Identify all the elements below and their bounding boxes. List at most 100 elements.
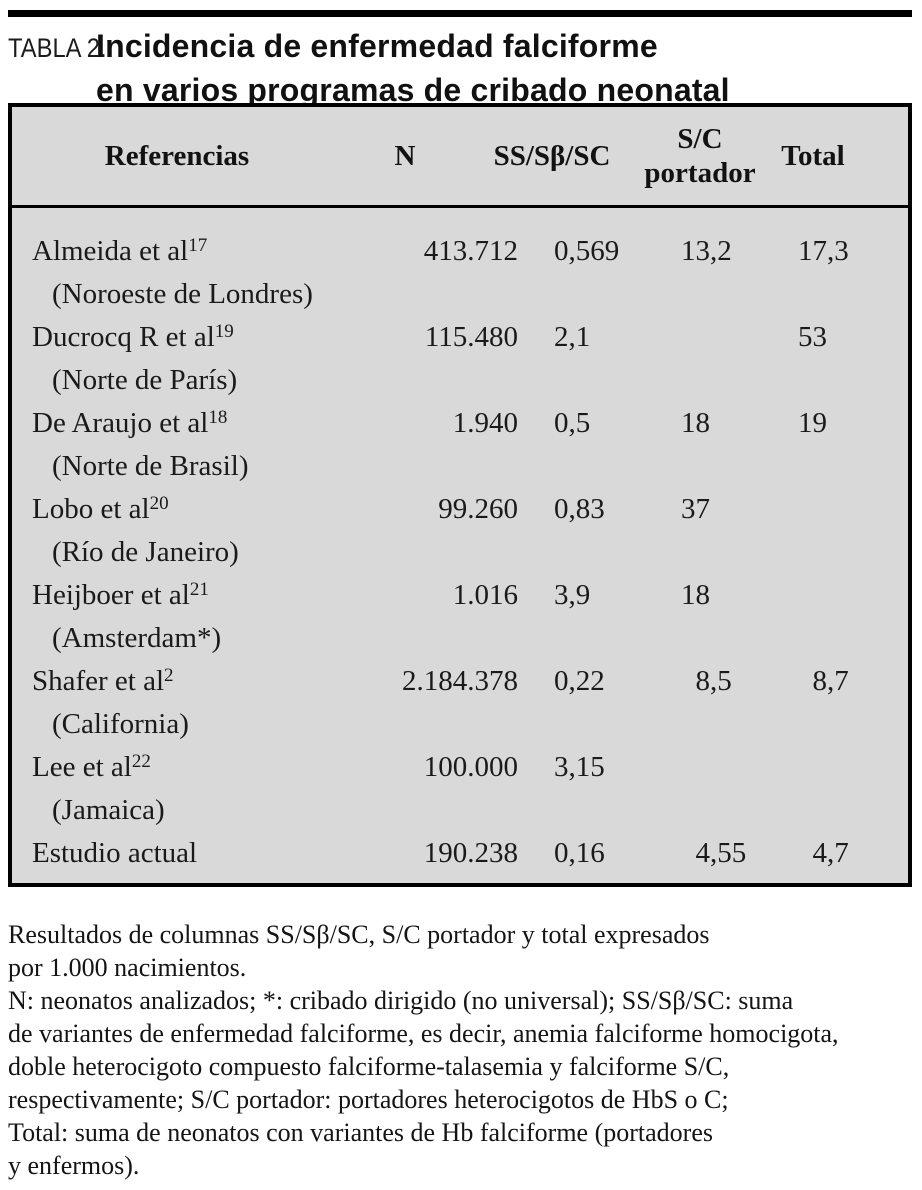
- total-cell: 17,3: [778, 208, 908, 316]
- n-cell: 100.000: [423, 751, 518, 783]
- reference-superscript: 2: [164, 665, 174, 686]
- table-label: TABLA 2.: [8, 33, 107, 63]
- author-name: Lobo et al: [32, 493, 150, 525]
- n-cell: 1.016: [452, 579, 518, 611]
- ss-sb-sc-cell: 3,15: [554, 751, 605, 783]
- total-cell: 8,7: [778, 660, 908, 746]
- reference-cell: Almeida et al17 (Noroeste de Londres): [12, 208, 342, 316]
- table-header: Referencias N SS/Sβ/SC S/C portador Tota…: [12, 107, 908, 208]
- n-cell: 1.940: [452, 407, 518, 439]
- location-line: (Norte de Brasil): [52, 450, 249, 482]
- footnote-line: N: neonatos analizados; *: cribado dirig…: [8, 986, 794, 1015]
- author-line: Shafer et al2: [32, 660, 342, 703]
- fraction-part: ,2: [710, 235, 732, 267]
- reference-cell: Lee et al22 (Jamaica): [12, 746, 342, 832]
- total-cell: 4,7: [778, 832, 908, 883]
- sc-portador-cell: [648, 316, 778, 402]
- author-name: Almeida et al: [32, 235, 189, 267]
- n-cell: 2.184.378: [402, 665, 518, 697]
- reference-superscript: 22: [131, 751, 151, 772]
- column-header-total: Total: [778, 107, 908, 208]
- author-line: Estudio actual: [32, 832, 342, 875]
- reference-cell: Shafer et al2 (California): [12, 660, 342, 746]
- author-line: Lee et al22: [32, 746, 342, 789]
- table-row: Almeida et al17 (Noroeste de Londres) 413.…: [12, 208, 908, 316]
- table-row: Estudio actual 190.238 0,16 4,55 4,7: [12, 832, 908, 883]
- location-line: (Noroeste de Londres): [52, 278, 313, 310]
- location-line: (Amsterdam*): [52, 622, 222, 654]
- integer-part: 19: [798, 407, 827, 439]
- table-title: Incidencia de enfermedad falciforme en v…: [96, 24, 730, 112]
- sc-portador-cell: 13,2: [648, 208, 778, 316]
- author-name: Estudio actual: [32, 837, 198, 869]
- table-caption: TABLA 2. Incidencia de enfermedad falcif…: [8, 24, 914, 112]
- table-row: Ducrocq R et al19 (Norte de París) 115.480…: [12, 316, 908, 402]
- reference-cell: Heijboer et al21 (Amsterdam*): [12, 574, 342, 660]
- author-name: Lee et al: [32, 751, 132, 783]
- table-title-line-2: en varios programas de cribado neonatal: [96, 72, 730, 108]
- ss-sb-sc-cell: 2,1: [554, 321, 591, 353]
- top-rule: [8, 10, 912, 17]
- footnote-line: Total: suma de neonatos con variantes de…: [8, 1118, 713, 1147]
- total-cell: [778, 574, 908, 660]
- total-cell: 53: [778, 316, 908, 402]
- column-header-n: N: [342, 107, 518, 208]
- sc-portador-cell: 4,55: [648, 832, 778, 883]
- fraction-part: ,7: [827, 665, 849, 697]
- column-header-sc-portador: S/C portador: [644, 107, 778, 208]
- ss-sb-sc-cell: 0,16: [554, 837, 605, 869]
- fraction-part: ,3: [827, 235, 849, 267]
- sc-portador-cell: 37: [648, 488, 778, 574]
- table-row: Shafer et al2 (California) 2.184.378 0,22 8,…: [12, 660, 908, 746]
- author-name: De Araujo et al: [32, 407, 209, 439]
- ss-sb-sc-cell: 0,569: [554, 235, 620, 267]
- header-row: Referencias N SS/Sβ/SC S/C portador Tota…: [12, 107, 908, 208]
- location-line: (Río de Janeiro): [52, 536, 239, 568]
- reference-superscript: 19: [214, 321, 234, 342]
- table-body: Almeida et al17 (Noroeste de Londres) 413.…: [12, 208, 908, 883]
- fraction-part: ,5: [710, 665, 732, 697]
- table-row: De Araujo et al18 (Norte de Brasil) 1.940 0…: [12, 402, 908, 488]
- table-row: Lobo et al20 (Río de Janeiro) 99.260 0,83 37: [12, 488, 908, 574]
- integer-part: 13: [681, 235, 710, 267]
- author-name: Ducrocq R et al: [32, 321, 215, 353]
- integer-part: 17: [798, 235, 827, 267]
- fraction-part: ,7: [827, 837, 849, 869]
- reference-cell: De Araujo et al18 (Norte de Brasil): [12, 402, 342, 488]
- author-line: De Araujo et al18: [32, 402, 342, 445]
- footnote-line: por 1.000 nacimientos.: [8, 953, 247, 982]
- n-cell: 99.260: [438, 493, 518, 525]
- integer-part: 53: [798, 321, 827, 353]
- total-cell: [778, 488, 908, 574]
- table-title-line-1: Incidencia de enfermedad falciforme: [96, 28, 658, 64]
- integer-part: 4: [812, 837, 828, 869]
- reference-cell: Estudio actual: [12, 832, 342, 883]
- integer-part: 37: [681, 493, 710, 525]
- table-row: Heijboer et al21 (Amsterdam*) 1.016 3,9 18: [12, 574, 908, 660]
- integer-part: 4: [695, 837, 711, 869]
- data-table: Referencias N SS/Sβ/SC S/C portador Tota…: [8, 103, 912, 887]
- author-line: Heijboer et al21: [32, 574, 342, 617]
- column-header-ss-sb-sc: SS/Sβ/SC: [494, 107, 648, 208]
- author-line: Lobo et al20: [32, 488, 342, 531]
- reference-superscript: 20: [149, 493, 169, 514]
- location-line: (Norte de París): [52, 364, 238, 396]
- sc-portador-cell: 18: [648, 402, 778, 488]
- total-cell: [778, 746, 908, 832]
- footnote-line: Resultados de columnas SS/Sβ/SC, S/C por…: [8, 920, 710, 949]
- n-cell: 115.480: [424, 321, 518, 353]
- reference-cell: Lobo et al20 (Río de Janeiro): [12, 488, 342, 574]
- author-line: Almeida et al17: [32, 230, 342, 273]
- integer-part: 18: [681, 407, 710, 439]
- fraction-part: ,55: [710, 837, 747, 869]
- footnote-block: Resultados de columnas SS/Sβ/SC, S/C por…: [8, 918, 916, 1182]
- reference-superscript: 17: [188, 235, 208, 256]
- reference-superscript: 18: [208, 407, 228, 428]
- author-name: Shafer et al: [32, 665, 165, 697]
- sc-portador-cell: 8,5: [648, 660, 778, 746]
- table-row: Lee et al22 (Jamaica) 100.000 3,15: [12, 746, 908, 832]
- footnote-line: respectivamente; S/C portador: portadore…: [8, 1085, 729, 1114]
- footnote-line: de variantes de enfermedad falciforme, e…: [8, 1019, 839, 1048]
- column-header-referencias: Referencias: [12, 107, 342, 208]
